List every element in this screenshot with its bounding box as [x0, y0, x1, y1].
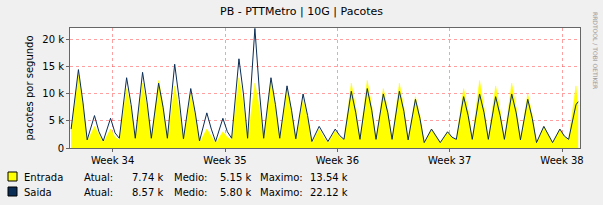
svg-text:22.12 k: 22.12 k: [310, 187, 348, 198]
svg-text:Saida: Saida: [24, 187, 52, 198]
svg-text:13.54 k: 13.54 k: [310, 172, 348, 183]
svg-text:RRDTOOL / TOBI OETIKER: RRDTOOL / TOBI OETIKER: [592, 12, 599, 89]
svg-text:8.57 k: 8.57 k: [132, 187, 163, 198]
svg-text:10 k: 10 k: [42, 88, 64, 99]
svg-text:Medio:: Medio:: [174, 187, 207, 198]
svg-text:Atual:: Atual:: [84, 172, 113, 183]
svg-text:PB - PTTMetro | 10G | Pacotes: PB - PTTMetro | 10G | Pacotes: [220, 5, 383, 18]
svg-text:Week 36: Week 36: [316, 155, 359, 166]
svg-text:Week 37: Week 37: [428, 155, 471, 166]
svg-text:Atual:: Atual:: [84, 187, 113, 198]
svg-text:15 k: 15 k: [42, 61, 64, 72]
svg-text:pacotes por segundo: pacotes por segundo: [24, 35, 35, 140]
svg-text:Medio:: Medio:: [174, 172, 207, 183]
svg-text:20 k: 20 k: [42, 34, 64, 45]
svg-text:Maximo:: Maximo:: [260, 187, 303, 198]
svg-text:5 k: 5 k: [49, 115, 65, 126]
svg-text:5.15 k: 5.15 k: [220, 172, 251, 183]
svg-text:0: 0: [58, 143, 64, 154]
svg-text:Week 34: Week 34: [91, 155, 134, 166]
svg-text:Week 38: Week 38: [540, 155, 583, 166]
svg-text:7.74 k: 7.74 k: [132, 172, 163, 183]
svg-text:Entrada: Entrada: [24, 172, 63, 183]
svg-text:5.80 k: 5.80 k: [220, 187, 251, 198]
svg-text:Maximo:: Maximo:: [260, 172, 303, 183]
svg-text:Week 35: Week 35: [203, 155, 246, 166]
